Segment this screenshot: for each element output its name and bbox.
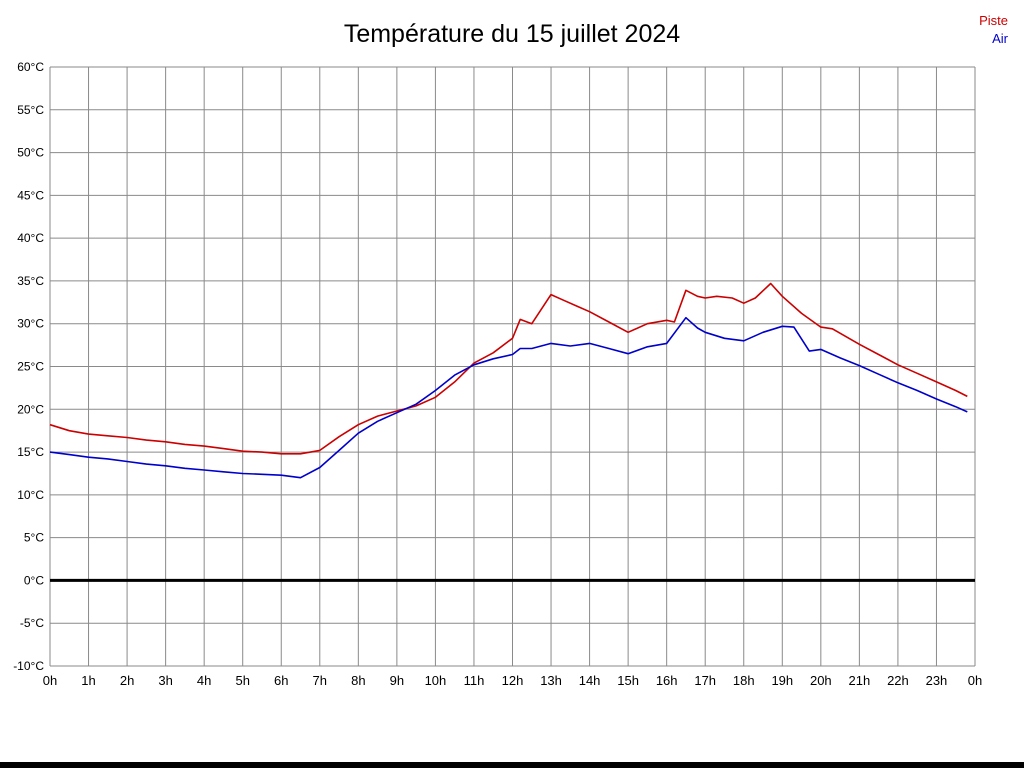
x-tick-label: 14h bbox=[579, 673, 601, 688]
y-tick-label: 35°C bbox=[17, 274, 44, 288]
x-tick-label: 22h bbox=[887, 673, 909, 688]
y-tick-label: 15°C bbox=[17, 445, 44, 459]
x-tick-label: 23h bbox=[926, 673, 948, 688]
legend-piste-label: Piste bbox=[979, 13, 1008, 28]
x-tick-label: 13h bbox=[540, 673, 562, 688]
x-tick-label: 4h bbox=[197, 673, 211, 688]
y-tick-label: 50°C bbox=[17, 146, 44, 160]
x-tick-label: 3h bbox=[158, 673, 172, 688]
x-tick-label: 9h bbox=[390, 673, 404, 688]
y-tick-label: 10°C bbox=[17, 488, 44, 502]
x-tick-label: 19h bbox=[771, 673, 793, 688]
series-piste-line bbox=[49, 282, 968, 455]
y-tick-label: -5°C bbox=[20, 616, 44, 630]
x-tick-label: 18h bbox=[733, 673, 755, 688]
y-tick-label: 55°C bbox=[17, 103, 44, 117]
y-tick-label: -10°C bbox=[13, 659, 44, 673]
y-tick-label: 20°C bbox=[17, 402, 44, 416]
x-tick-label: 21h bbox=[849, 673, 871, 688]
y-tick-label: 45°C bbox=[17, 188, 44, 202]
y-tick-label: 40°C bbox=[17, 231, 44, 245]
bottom-border bbox=[0, 762, 1024, 768]
x-tick-label: 2h bbox=[120, 673, 134, 688]
legend-air-label: Air bbox=[992, 31, 1008, 46]
x-tick-label: 10h bbox=[425, 673, 447, 688]
y-tick-label: 30°C bbox=[17, 317, 44, 331]
x-tick-label: 16h bbox=[656, 673, 678, 688]
y-tick-label: 25°C bbox=[17, 360, 44, 374]
x-tick-label: 12h bbox=[502, 673, 524, 688]
x-tick-label: 6h bbox=[274, 673, 288, 688]
x-tick-label: 8h bbox=[351, 673, 365, 688]
y-axis-labels: 60°C 55°C 50°C 45°C 40°C 35°C 30°C 25°C 20°C 15°C… bbox=[13, 60, 44, 673]
x-tick-label: 17h bbox=[694, 673, 716, 688]
x-tick-label: 0h bbox=[43, 673, 57, 688]
series-air-line bbox=[49, 316, 968, 479]
x-tick-label: 7h bbox=[313, 673, 327, 688]
y-tick-label: 0°C bbox=[24, 573, 44, 587]
chart-title: Température du 15 juillet 2024 bbox=[343, 20, 681, 48]
grid bbox=[49, 66, 976, 667]
y-tick-label: 60°C bbox=[17, 60, 44, 74]
y-tick-label: 5°C bbox=[24, 531, 44, 545]
x-tick-label: 1h bbox=[81, 673, 95, 688]
x-tick-label: 5h bbox=[235, 673, 249, 688]
x-axis-labels: 0h 1h 2h 3h 4h 5h 6h 7h 8h 9h 10h 11h 12h 13h 14h 15h 16… bbox=[43, 673, 982, 688]
x-tick-label: 20h bbox=[810, 673, 832, 688]
chart-legend: Piste Air bbox=[979, 12, 1008, 48]
x-tick-label: 11h bbox=[464, 673, 485, 688]
x-tick-label: 15h bbox=[617, 673, 639, 688]
x-tick-label: 0h bbox=[968, 673, 982, 688]
